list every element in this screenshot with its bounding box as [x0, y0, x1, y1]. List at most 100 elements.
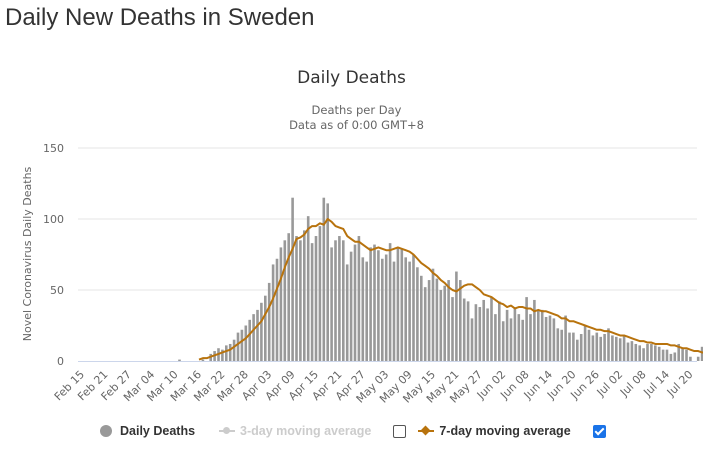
- bar[interactable]: [501, 321, 505, 361]
- bar[interactable]: [330, 247, 333, 361]
- bar[interactable]: [303, 230, 306, 361]
- bar[interactable]: [587, 329, 591, 361]
- bar[interactable]: [540, 309, 544, 361]
- checkbox-7-day-moving-average[interactable]: [592, 424, 606, 438]
- bar[interactable]: [618, 338, 622, 361]
- bar[interactable]: [283, 240, 287, 361]
- bar[interactable]: [396, 247, 400, 361]
- bar[interactable]: [427, 280, 431, 361]
- bar[interactable]: [353, 244, 357, 361]
- bar[interactable]: [462, 298, 466, 361]
- bar[interactable]: [267, 282, 271, 361]
- bar[interactable]: [349, 251, 353, 361]
- bar[interactable]: [439, 290, 443, 361]
- bar[interactable]: [583, 325, 587, 362]
- bar[interactable]: [498, 301, 501, 361]
- bar[interactable]: [275, 258, 279, 361]
- bar[interactable]: [552, 318, 556, 361]
- bar[interactable]: [228, 343, 232, 361]
- bar[interactable]: [232, 339, 236, 361]
- bar[interactable]: [525, 297, 528, 361]
- bar[interactable]: [361, 257, 365, 361]
- bar[interactable]: [306, 216, 310, 361]
- bar[interactable]: [689, 356, 692, 361]
- bar[interactable]: [299, 240, 302, 361]
- bar[interactable]: [665, 349, 669, 361]
- bar[interactable]: [384, 254, 388, 362]
- bar[interactable]: [423, 287, 427, 361]
- bar[interactable]: [634, 343, 638, 361]
- bar[interactable]: [595, 332, 599, 361]
- bar[interactable]: [626, 342, 630, 361]
- bar[interactable]: [221, 349, 224, 361]
- bar[interactable]: [696, 356, 700, 361]
- bar[interactable]: [681, 348, 684, 361]
- bar[interactable]: [373, 244, 376, 361]
- bar[interactable]: [357, 236, 361, 361]
- bar[interactable]: [455, 271, 458, 361]
- bar[interactable]: [494, 314, 497, 361]
- bar[interactable]: [556, 328, 560, 361]
- bar[interactable]: [435, 278, 439, 361]
- bar[interactable]: [599, 336, 602, 361]
- bar[interactable]: [381, 258, 384, 361]
- bar[interactable]: [478, 307, 482, 361]
- bar[interactable]: [451, 297, 454, 361]
- bar[interactable]: [505, 309, 509, 361]
- bar[interactable]: [576, 339, 579, 361]
- bar[interactable]: [486, 308, 489, 361]
- legend-item-daily-deaths[interactable]: Daily Deaths: [100, 424, 195, 438]
- bar[interactable]: [369, 247, 372, 361]
- bar[interactable]: [404, 257, 407, 361]
- bar[interactable]: [244, 325, 248, 362]
- bar[interactable]: [291, 197, 294, 361]
- bar[interactable]: [533, 299, 536, 361]
- bar[interactable]: [650, 343, 653, 361]
- bar[interactable]: [490, 297, 493, 361]
- bar[interactable]: [564, 315, 567, 361]
- bar[interactable]: [326, 203, 329, 361]
- bar[interactable]: [338, 236, 341, 361]
- bar[interactable]: [661, 349, 665, 361]
- bar[interactable]: [544, 316, 548, 361]
- bar[interactable]: [392, 261, 396, 361]
- bar[interactable]: [513, 308, 517, 361]
- bar[interactable]: [622, 335, 626, 361]
- bar[interactable]: [443, 285, 446, 361]
- bar[interactable]: [342, 240, 345, 361]
- bar[interactable]: [240, 329, 244, 361]
- bar[interactable]: [225, 345, 228, 361]
- bar[interactable]: [509, 318, 513, 361]
- bar[interactable]: [271, 264, 275, 361]
- bar[interactable]: [447, 280, 450, 361]
- bar[interactable]: [248, 319, 251, 361]
- bar[interactable]: [642, 348, 645, 361]
- bar[interactable]: [611, 335, 614, 361]
- bar[interactable]: [630, 341, 634, 361]
- bar[interactable]: [603, 334, 606, 361]
- bar[interactable]: [201, 359, 205, 361]
- bar[interactable]: [517, 314, 521, 361]
- bar[interactable]: [657, 346, 661, 361]
- bar[interactable]: [408, 261, 411, 361]
- bar[interactable]: [322, 197, 326, 361]
- bar[interactable]: [673, 352, 677, 361]
- bar[interactable]: [579, 334, 583, 361]
- bar[interactable]: [431, 268, 435, 361]
- bar[interactable]: [669, 353, 673, 361]
- bar[interactable]: [334, 240, 337, 361]
- bar[interactable]: [420, 275, 423, 361]
- bar[interactable]: [466, 301, 470, 361]
- bar[interactable]: [560, 329, 563, 361]
- bar[interactable]: [615, 336, 618, 361]
- bar[interactable]: [548, 315, 552, 361]
- bar[interactable]: [607, 328, 610, 361]
- bar[interactable]: [537, 309, 540, 361]
- legend-item-3-day-moving-average[interactable]: 3-day moving average: [219, 424, 371, 438]
- bar[interactable]: [252, 314, 255, 361]
- bar[interactable]: [700, 346, 703, 361]
- bar[interactable]: [416, 267, 419, 361]
- bar[interactable]: [572, 332, 575, 361]
- bar[interactable]: [459, 280, 462, 361]
- checkbox-3-day-moving-average[interactable]: [393, 424, 407, 438]
